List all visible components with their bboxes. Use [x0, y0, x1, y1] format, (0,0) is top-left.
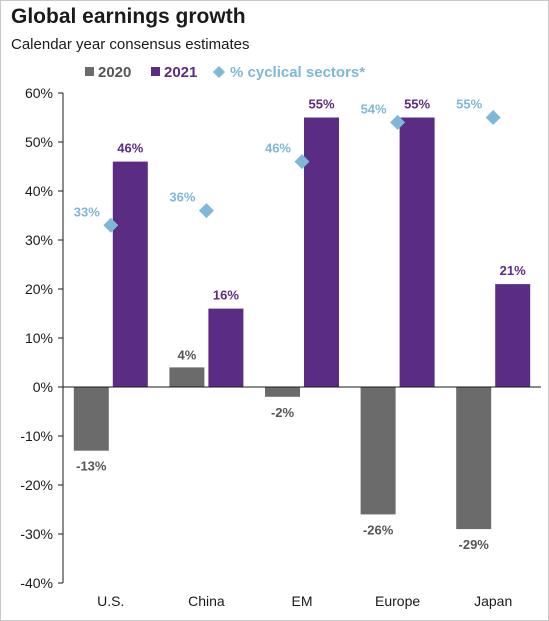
data-label-2021: 16% [213, 288, 239, 303]
y-tick-label: 30% [25, 232, 53, 248]
data-label-2020: -13% [76, 459, 107, 474]
legend-label-2021: 2021 [164, 64, 197, 81]
data-label-2021: 55% [404, 97, 430, 112]
legend-swatch-2021 [151, 67, 160, 76]
bar-2021 [304, 117, 339, 387]
legend-label-cyclical: % cyclical sectors* [230, 64, 365, 81]
cyclical-marker [198, 203, 214, 219]
x-tick-label: Japan [474, 593, 512, 609]
y-tick-label: -10% [20, 428, 53, 444]
data-label-cyclical: 36% [169, 190, 195, 205]
bar-2020 [265, 387, 300, 397]
data-label-2021: 55% [308, 97, 334, 112]
legend-label-2020: 2020 [98, 64, 131, 81]
data-label-2020: -26% [363, 522, 394, 537]
legend-diamond-icon [213, 66, 225, 78]
cyclical-marker [485, 110, 501, 125]
legend-swatch-2020 [85, 67, 94, 76]
y-tick-label: 50% [25, 134, 53, 150]
data-label-2021: 46% [117, 141, 143, 156]
cyclical-marker [294, 154, 310, 170]
x-tick-label: Europe [375, 593, 420, 609]
bar-2020 [73, 387, 109, 451]
y-tick-label: -20% [20, 477, 53, 493]
bar-2020 [360, 387, 396, 515]
chart-title: Global earnings growth [11, 5, 246, 28]
y-tick-label: 0% [33, 379, 53, 395]
bar-2020 [456, 387, 492, 530]
y-tick-label: 10% [25, 330, 53, 346]
bar-2021 [112, 161, 148, 387]
data-label-2020: 4% [178, 347, 197, 362]
cyclical-marker [103, 217, 119, 233]
data-label-cyclical: 55% [456, 97, 482, 112]
y-tick-label: 40% [25, 183, 53, 199]
x-tick-label: EM [292, 593, 313, 609]
data-label-cyclical: 46% [265, 141, 291, 156]
y-tick-label: -40% [20, 575, 53, 591]
x-tick-label: China [188, 593, 225, 609]
y-tick-label: 60% [25, 85, 53, 101]
data-label-cyclical: 54% [361, 101, 387, 116]
bar-2020 [169, 367, 205, 387]
data-label-2020: -2% [271, 405, 295, 420]
bar-2021 [208, 308, 244, 387]
data-label-cyclical: 33% [74, 204, 100, 219]
y-tick-label: 20% [25, 281, 53, 297]
cyclical-marker [390, 114, 406, 130]
data-label-2020: -29% [459, 537, 490, 552]
data-label-2021: 21% [500, 263, 526, 278]
bar-2021 [495, 284, 531, 387]
x-tick-label: U.S. [97, 593, 124, 609]
chart-subtitle: Calendar year consensus estimates [11, 36, 250, 53]
bar-2021 [399, 117, 435, 387]
y-tick-label: -30% [20, 526, 53, 542]
